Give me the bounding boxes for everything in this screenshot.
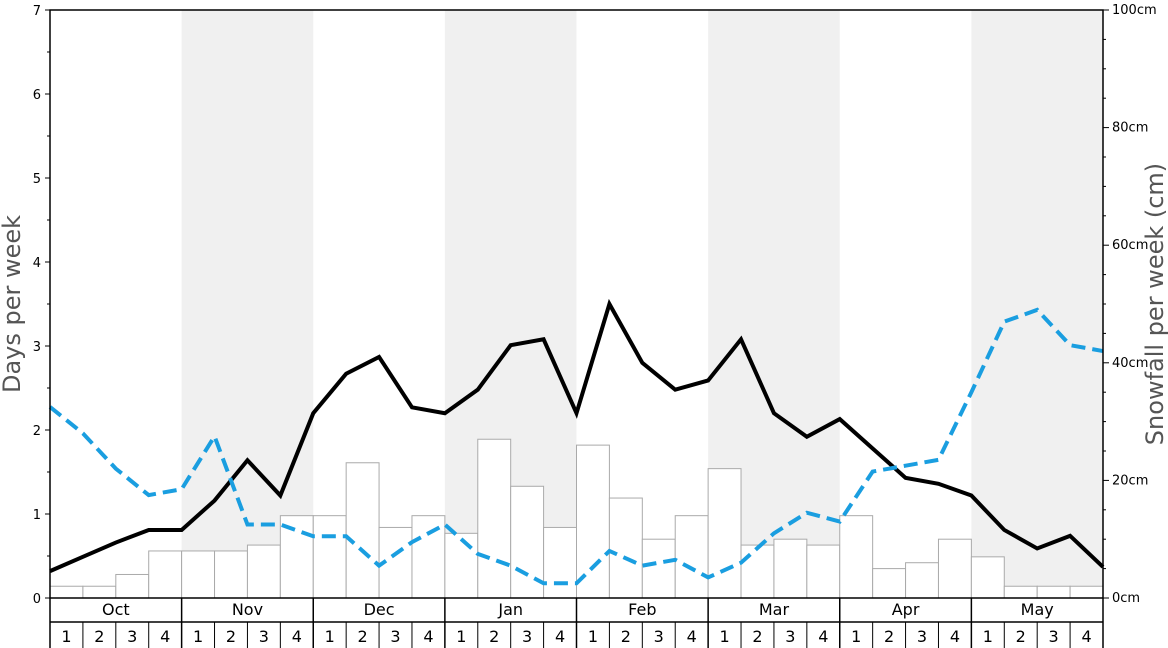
week-label: 2 xyxy=(884,627,894,646)
snowfall-bar xyxy=(148,550,183,599)
snowfall-bar xyxy=(773,538,808,599)
week-label: 3 xyxy=(390,627,400,646)
week-label: 4 xyxy=(555,627,565,646)
week-label: 1 xyxy=(983,627,993,646)
snowfall-bar xyxy=(1036,585,1071,599)
week-label: 1 xyxy=(61,627,71,646)
snowfall-bar xyxy=(214,550,248,599)
left-tick-label: 2 xyxy=(33,424,41,439)
month-band-may xyxy=(971,10,1103,598)
snowfall-bar xyxy=(905,562,939,599)
week-label: 4 xyxy=(1081,627,1091,646)
right-tick-label: 0cm xyxy=(1112,591,1140,606)
left-tick-label: 0 xyxy=(33,592,41,607)
left-tick-label: 3 xyxy=(33,340,41,355)
right-tick-label: 20cm xyxy=(1112,473,1148,488)
week-label: 4 xyxy=(423,627,433,646)
week-label: 3 xyxy=(1049,627,1059,646)
week-label: 3 xyxy=(654,627,664,646)
snowfall-bar xyxy=(312,515,347,599)
week-label: 2 xyxy=(621,627,631,646)
week-label: 2 xyxy=(226,627,236,646)
snowfall-bar xyxy=(1003,585,1038,599)
snowfall-bar xyxy=(246,544,281,599)
week-label: 4 xyxy=(292,627,302,646)
left-tick-label: 7 xyxy=(33,4,41,19)
week-label: 3 xyxy=(785,627,795,646)
week-label: 1 xyxy=(325,627,335,646)
week-label: 3 xyxy=(127,627,137,646)
left-tick-label: 4 xyxy=(33,256,41,271)
month-week-table: Oct 1 2 3 4 Nov 1 2 3 4 Dec 1 2 3 4 Jan 1 2 3 4 Feb 1 2 3 4 Mar 1 2… xyxy=(49,598,1104,648)
week-label: 4 xyxy=(818,627,828,646)
snowfall-bar xyxy=(937,538,972,599)
snowfall-bar xyxy=(181,550,216,599)
snowfall-bar xyxy=(477,438,512,599)
snowfall-bar xyxy=(608,497,643,599)
snow-depth-line xyxy=(48,307,1104,586)
week-label: 4 xyxy=(160,627,170,646)
snowfall-bar xyxy=(839,515,874,599)
snowfall-bar xyxy=(806,544,841,599)
snowfall-bar xyxy=(444,532,479,599)
week-label: 4 xyxy=(950,627,960,646)
snowfall-bar xyxy=(674,515,709,599)
week-label: 3 xyxy=(259,627,269,646)
left-axis-title: Days per week xyxy=(0,215,26,393)
left-axis: 0 1 2 3 4 5 6 7 xyxy=(33,4,50,607)
week-label: 2 xyxy=(489,627,499,646)
week-label: 3 xyxy=(917,627,927,646)
week-label: 2 xyxy=(94,627,104,646)
week-label: 1 xyxy=(719,627,729,646)
week-label: 2 xyxy=(358,627,368,646)
snowfall-bar xyxy=(641,538,676,599)
snowfall-bar xyxy=(707,468,742,599)
month-label-nov: Nov xyxy=(232,600,263,619)
snowfall-bar xyxy=(279,515,314,599)
snowfall-bar xyxy=(49,585,84,599)
snowfall-bar xyxy=(872,568,907,599)
month-label-apr: Apr xyxy=(892,600,920,619)
snow-days-line xyxy=(49,298,1105,573)
month-label-mar: Mar xyxy=(759,600,790,619)
right-axis: 0cm 20cm 40cm 60cm 80cm 100cm xyxy=(1103,3,1157,606)
snowfall-bar xyxy=(411,515,446,599)
snowfall-bar xyxy=(543,526,577,599)
month-band-nov xyxy=(181,10,314,598)
snowfall-bar xyxy=(115,573,150,599)
month-label-oct: Oct xyxy=(102,600,130,619)
snowfall-bar xyxy=(345,462,380,599)
week-label: 4 xyxy=(687,627,697,646)
month-label-may: May xyxy=(1021,600,1054,619)
month-label-dec: Dec xyxy=(364,600,395,619)
snowfall-bar xyxy=(1069,585,1104,599)
right-tick-label: 40cm xyxy=(1112,356,1148,371)
snowfall-bar xyxy=(576,444,610,599)
snowfall-bar xyxy=(740,544,775,599)
left-tick-label: 5 xyxy=(33,172,41,187)
week-label: 3 xyxy=(522,627,532,646)
right-tick-label: 80cm xyxy=(1112,121,1148,136)
right-tick-label: 100cm xyxy=(1112,3,1157,18)
month-label-feb: Feb xyxy=(628,600,656,619)
week-label: 1 xyxy=(588,627,598,646)
week-label: 1 xyxy=(193,627,203,646)
snowfall-bar xyxy=(82,585,117,599)
week-label: 1 xyxy=(851,627,861,646)
right-axis-title: Snowfall per week (cm) xyxy=(1141,163,1168,445)
snowfall-bar xyxy=(970,556,1005,599)
week-label: 1 xyxy=(456,627,466,646)
left-tick-label: 6 xyxy=(33,88,41,103)
month-shading xyxy=(181,10,1103,598)
week-label: 2 xyxy=(752,627,762,646)
month-label-jan: Jan xyxy=(497,600,523,619)
left-tick-label: 1 xyxy=(33,508,41,523)
right-tick-label: 60cm xyxy=(1112,238,1148,253)
week-label: 2 xyxy=(1016,627,1026,646)
snowfall-bars xyxy=(49,438,1104,599)
series-lines xyxy=(48,298,1105,586)
